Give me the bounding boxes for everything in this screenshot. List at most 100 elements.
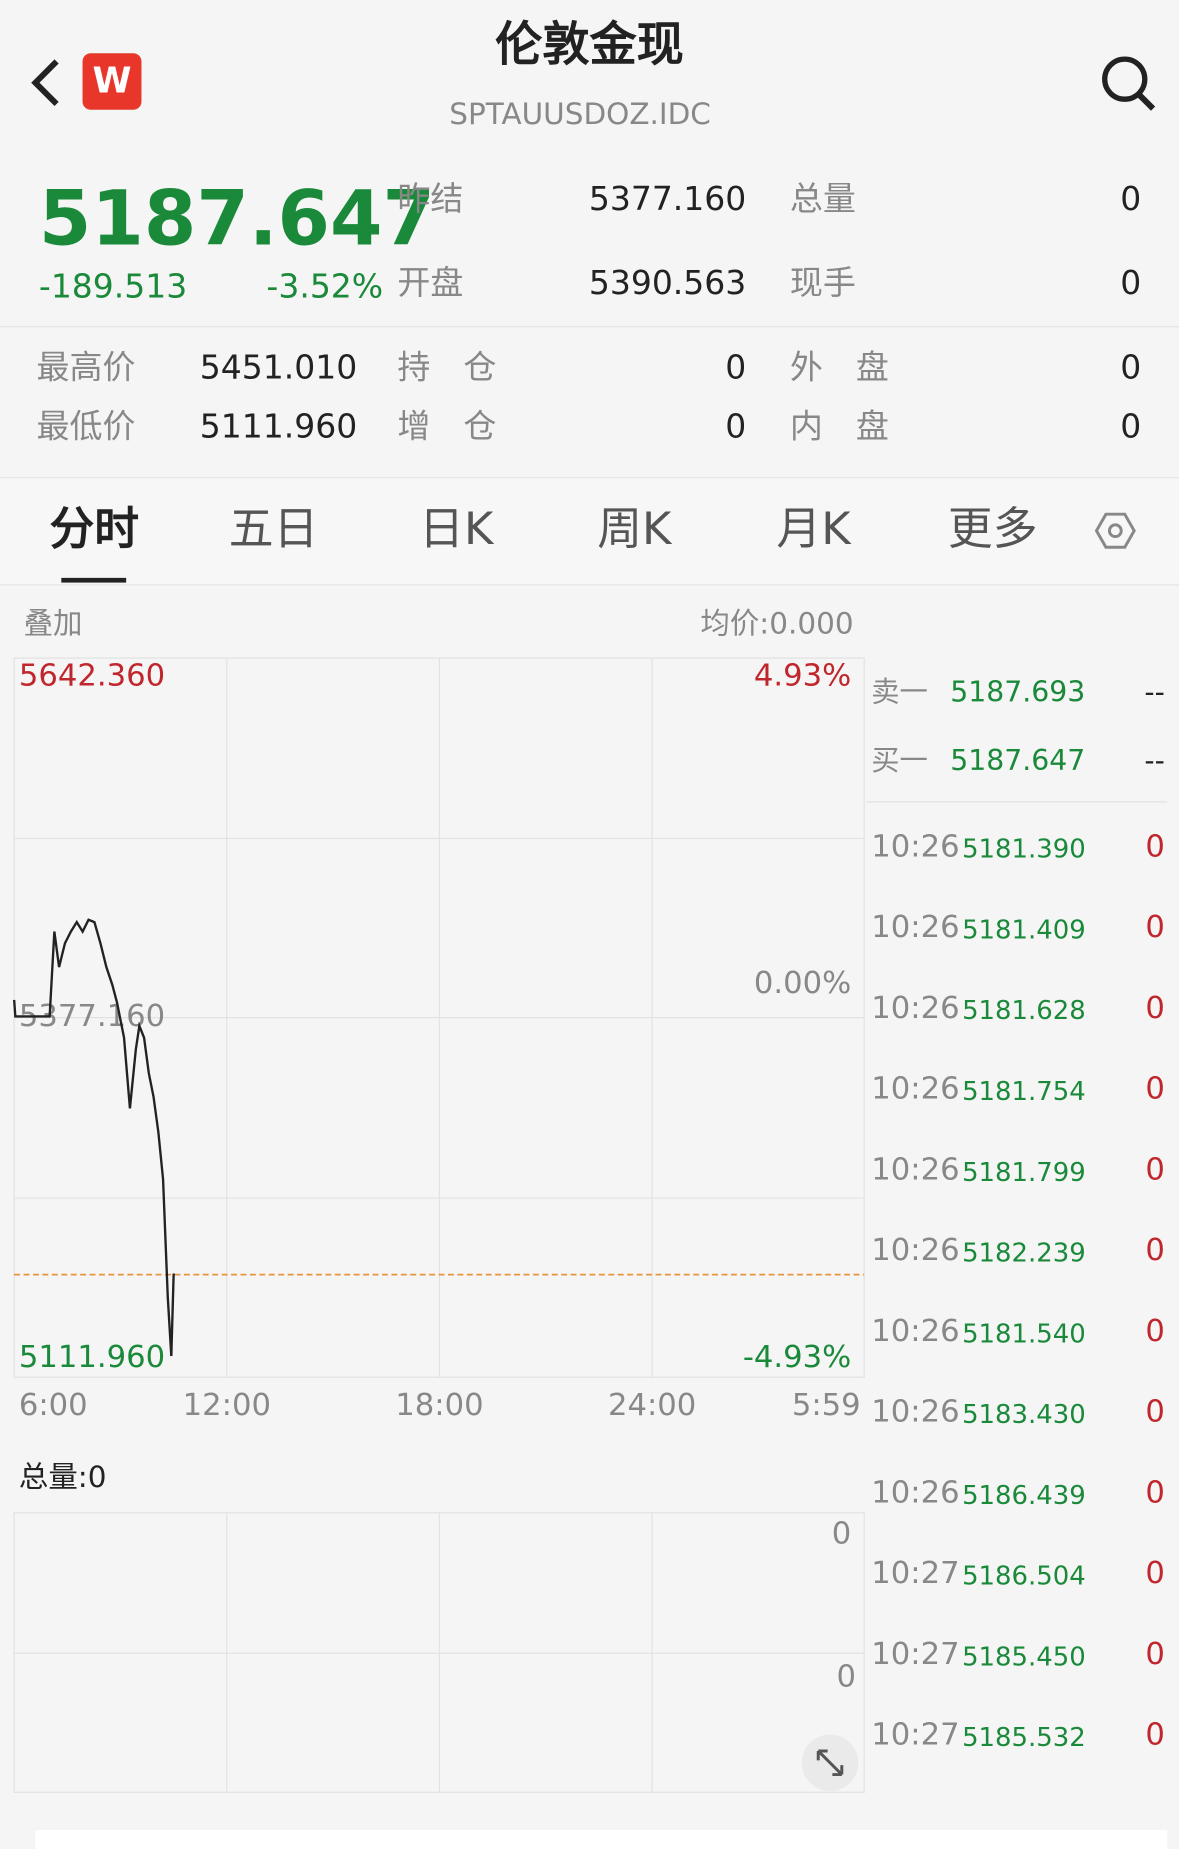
detail-value: 0: [725, 407, 746, 446]
code: SPTAUUSDOZ.IDC: [449, 97, 711, 131]
trade-price: 5181.540: [962, 1319, 1086, 1349]
detail-value: 0: [1120, 348, 1141, 387]
overlay-label: 叠加: [24, 607, 83, 641]
trade-time: 10:26: [871, 910, 959, 945]
trade-time: 10:27: [871, 1556, 959, 1591]
trade-price: 5185.532: [962, 1723, 1086, 1753]
detail-label: 持 仓: [397, 348, 496, 387]
logo-text: W: [92, 61, 131, 102]
stat-value: 0: [1120, 263, 1141, 302]
trade-price: 5183.430: [962, 1400, 1086, 1430]
trade-volume: 0: [1145, 1152, 1165, 1187]
trade-time: 10:26: [871, 1395, 959, 1430]
trade-time: 10:26: [871, 1314, 959, 1349]
stat-value: 5377.160: [589, 179, 746, 218]
trade-volume: 0: [1145, 1314, 1165, 1349]
change: -189.513: [39, 266, 187, 305]
detail-value: 5111.960: [200, 407, 357, 446]
y2-tick-label: -4.93%: [743, 1340, 851, 1375]
x-tick-label: 24:00: [608, 1388, 696, 1423]
trade-price: 5186.504: [962, 1562, 1086, 1592]
tab[interactable]: 五日: [229, 502, 319, 555]
price-line: [12, 918, 175, 1357]
y-tick-label: 5642.360: [19, 658, 165, 693]
book-price: 5187.693: [950, 675, 1085, 708]
tab[interactable]: 分时: [50, 502, 140, 555]
detail-label: 最低价: [37, 407, 136, 446]
tab[interactable]: 月K: [776, 502, 852, 555]
trade-price: 5185.450: [962, 1642, 1086, 1672]
volume-tick-label: 0: [836, 1659, 855, 1694]
title: 伦敦金现: [495, 17, 684, 72]
trade-volume: 0: [1145, 1395, 1165, 1430]
trade-volume: 0: [1145, 1556, 1165, 1591]
detail-label: 最高价: [37, 348, 136, 387]
search-icon[interactable]: [1102, 56, 1148, 102]
stat-label: 现手: [790, 263, 856, 302]
book-volume: --: [1144, 744, 1164, 777]
trade-volume: 0: [1145, 1718, 1165, 1753]
price: 5187.647: [39, 175, 435, 263]
tab[interactable]: 更多: [948, 502, 1038, 555]
trade-price: 5181.799: [962, 1158, 1086, 1188]
detail-value: 5451.010: [200, 348, 357, 387]
stat-label: 昨结: [397, 179, 463, 218]
tab[interactable]: 日K: [419, 502, 495, 555]
x-tick-label: 18:00: [395, 1388, 483, 1423]
change-pct: -3.52%: [266, 266, 383, 305]
trade-price: 5181.390: [962, 835, 1086, 865]
search-handle: [1136, 92, 1156, 111]
trade-time: 10:26: [871, 1152, 959, 1187]
x-tick-label: 6:00: [19, 1388, 88, 1423]
trade-price: 5181.409: [962, 915, 1086, 945]
trade-volume: 0: [1145, 1233, 1165, 1268]
expand-icon: [816, 1749, 844, 1777]
volume-tick-label: 0: [832, 1517, 851, 1552]
detail-value: 0: [725, 348, 746, 387]
stat-label: 总量: [790, 179, 856, 218]
trade-time: 10:27: [871, 1637, 959, 1672]
settings-dot: [1107, 523, 1123, 539]
stat-value: 5390.563: [589, 263, 746, 302]
trade-time: 10:26: [871, 1233, 959, 1268]
logo[interactable]: [82, 53, 142, 110]
trade-time: 10:26: [871, 1475, 959, 1510]
trade-volume: 0: [1145, 1475, 1165, 1510]
detail-label: 外 盘: [790, 348, 889, 387]
book-label: 卖一: [871, 675, 928, 708]
y-tick-label: 5111.960: [19, 1340, 165, 1375]
settings-icon[interactable]: [1094, 512, 1136, 549]
trade-volume: 0: [1145, 910, 1165, 945]
book-price: 5187.647: [950, 744, 1085, 777]
x-tick-label: 12:00: [183, 1388, 271, 1423]
trade-volume: 0: [1145, 991, 1165, 1026]
trade-price: 5182.239: [962, 1239, 1086, 1269]
trade-price: 5186.439: [962, 1481, 1086, 1511]
stat-label: 开盘: [397, 263, 463, 302]
detail-label: 增 仓: [397, 407, 496, 446]
trade-volume: 0: [1145, 1637, 1165, 1672]
y2-tick-label: 0.00%: [754, 966, 851, 1001]
x-tick-label: 5:59: [792, 1388, 861, 1423]
book-label: 买一: [871, 744, 928, 777]
back-button[interactable]: [31, 59, 59, 107]
trade-price: 5181.628: [962, 996, 1086, 1026]
tab-underline: [61, 577, 127, 583]
trade-volume: 0: [1145, 829, 1165, 864]
tab-bar: [0, 477, 1179, 584]
trade-time: 10:26: [871, 829, 959, 864]
detail-label: 内 盘: [790, 407, 889, 446]
avg-label: 均价:0.000: [700, 607, 853, 641]
stat-value: 0: [1120, 179, 1141, 218]
trade-time: 10:27: [871, 1718, 959, 1753]
book-volume: --: [1144, 675, 1164, 708]
y2-tick-label: 4.93%: [754, 658, 851, 693]
detail-value: 0: [1120, 407, 1141, 446]
bottom-panel: [35, 1829, 1168, 1849]
tab[interactable]: 周K: [597, 502, 673, 555]
trade-price: 5181.754: [962, 1077, 1086, 1107]
